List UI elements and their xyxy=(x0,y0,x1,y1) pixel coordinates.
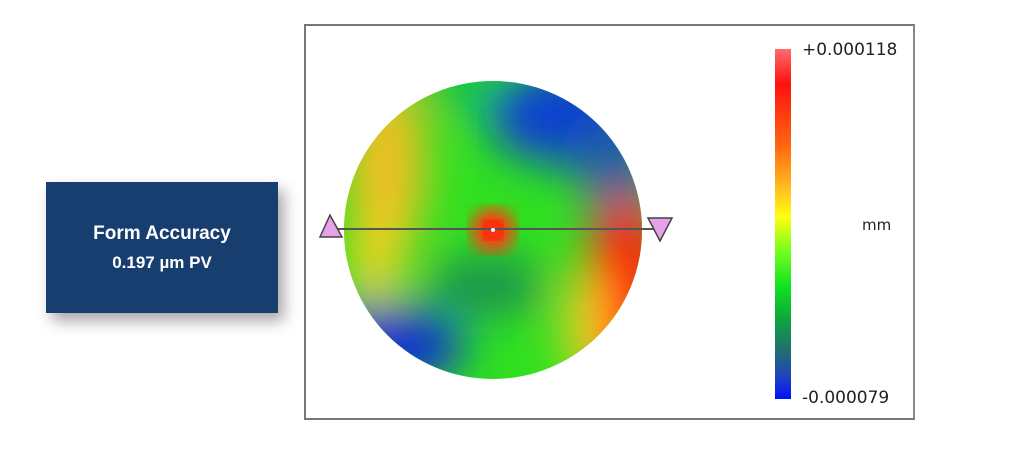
color-scale-bar xyxy=(775,49,791,399)
callout-value: 0.197 µm PV xyxy=(112,252,212,272)
height-map-disc xyxy=(344,81,642,379)
color-scale-max: +0.000118 xyxy=(802,40,898,60)
triangle-up-icon[interactable] xyxy=(318,213,344,238)
surface-height-map xyxy=(318,81,674,379)
color-scale-unit: mm xyxy=(862,216,892,234)
surface-map-panel: +0.000118 mm -0.000079 xyxy=(304,24,915,420)
callout-title: Form Accuracy xyxy=(93,222,231,244)
triangle-down-icon[interactable] xyxy=(646,217,674,243)
color-scale-min: -0.000079 xyxy=(802,388,890,408)
form-accuracy-callout: Form Accuracy 0.197 µm PV xyxy=(46,182,278,313)
